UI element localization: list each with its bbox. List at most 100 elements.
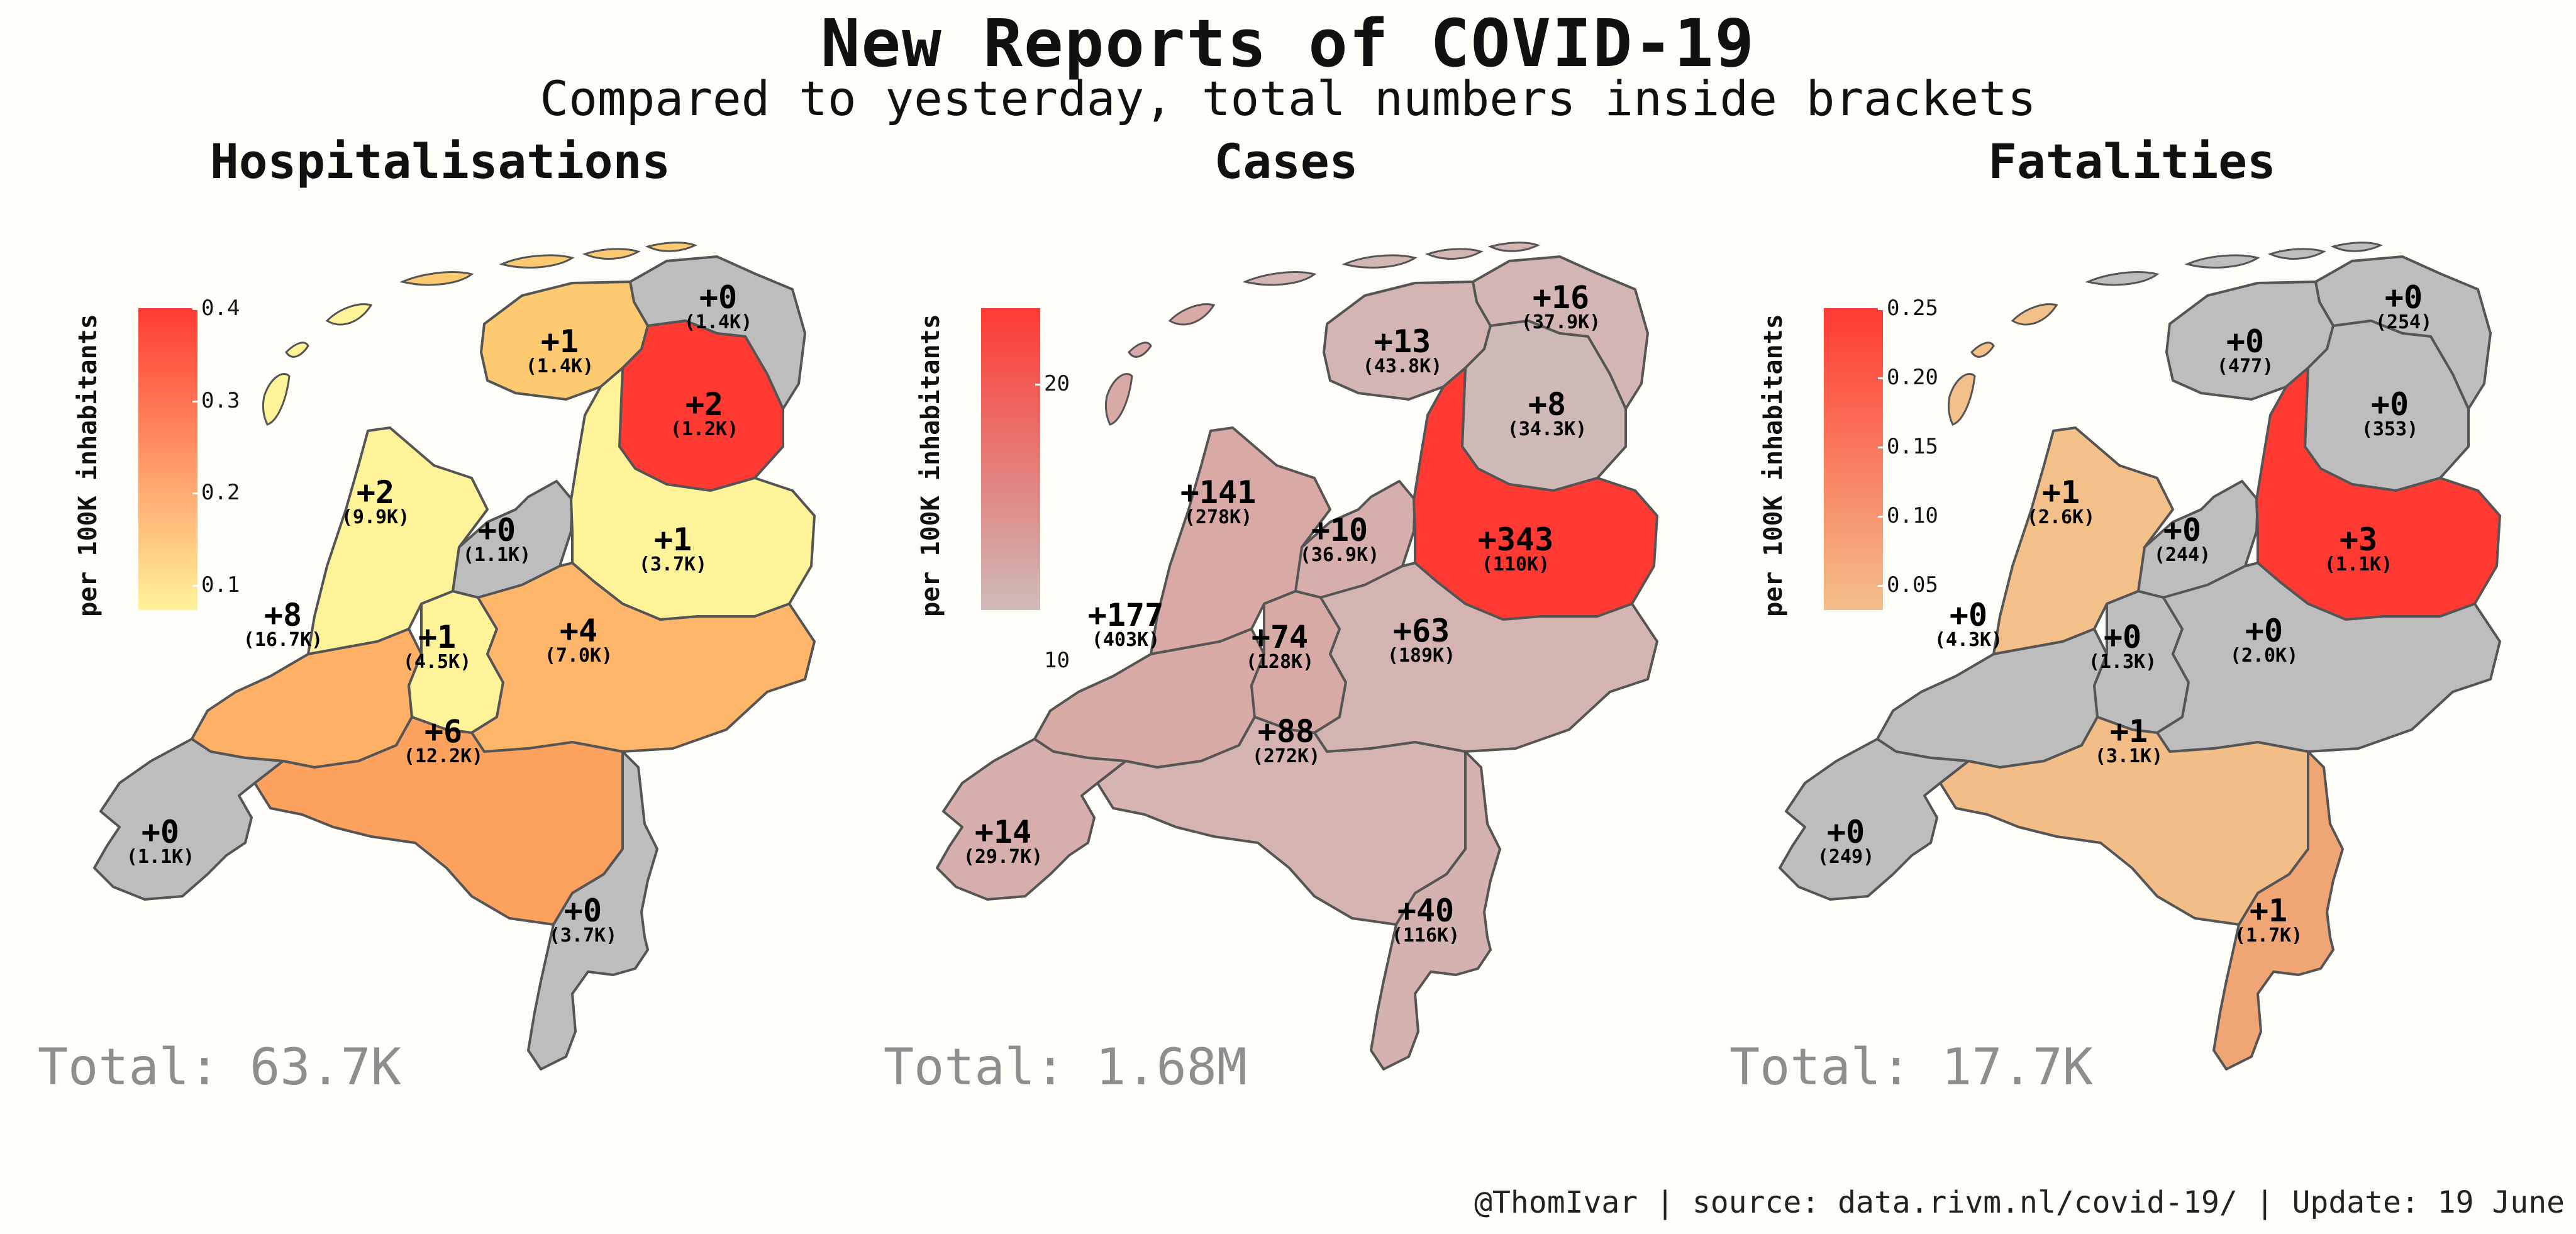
region-value-label: +0 bbox=[1827, 814, 1865, 850]
footer-credits: @ThomIvar | source: data.rivm.nl/covid-1… bbox=[1474, 1185, 2565, 1220]
region-total-label: (34.3K) bbox=[1507, 418, 1587, 440]
legend-tick-label: 0.20 bbox=[1878, 365, 1938, 390]
island-shape bbox=[1487, 242, 1540, 252]
legend-tick-label: 0.3 bbox=[192, 387, 240, 413]
island-shape bbox=[2330, 242, 2383, 252]
legend-fatalities: per 100K inhabitants 0.25 0.20 0.15 0.10 0.0… bbox=[1755, 296, 1962, 629]
region-total-label: (3.7K) bbox=[549, 925, 617, 947]
legend-tick-label: 10 bbox=[1035, 648, 1070, 673]
legend-color-bar bbox=[1824, 308, 1883, 610]
region-total-label: (36.9K) bbox=[1300, 544, 1379, 566]
legend-color-bar bbox=[138, 308, 197, 610]
region-value-label: +177 bbox=[1088, 597, 1163, 633]
island-shape bbox=[2011, 303, 2058, 326]
region-gelderland bbox=[470, 562, 816, 753]
region-limburg bbox=[1370, 750, 1501, 1070]
legend-tick-label: 0.05 bbox=[1878, 572, 1938, 598]
region-value-label: +8 bbox=[264, 597, 302, 633]
island-shape bbox=[1168, 303, 1216, 326]
region-total-label: (7.0K) bbox=[545, 645, 613, 667]
map-cases: +16(37.9K) +13(43.8K) +8(34.3K) +141(278K) +… bbox=[936, 242, 1658, 1070]
region-total-label: (12.2K) bbox=[404, 745, 483, 767]
region-total-label: (37.9K) bbox=[1521, 311, 1601, 333]
region-total-label: (254) bbox=[2375, 311, 2432, 333]
region-limburg bbox=[2212, 750, 2344, 1070]
region-total-label: (128K) bbox=[1246, 651, 1314, 673]
region-value-label: +63 bbox=[1393, 613, 1450, 649]
map-fatalities: +0(254)+0(477)+0(353)+1(2.6K) +0(244) +3(1… bbox=[1779, 242, 2501, 1070]
region-total-label: (249) bbox=[1818, 846, 1874, 868]
region-total-label: (9.9K) bbox=[341, 506, 409, 528]
total-cases: Total: 1.68M bbox=[884, 1038, 1247, 1096]
region-value-label: +0 bbox=[2163, 512, 2201, 548]
region-total-label: (1.4K) bbox=[526, 355, 594, 377]
legend-color-bar bbox=[981, 308, 1040, 610]
region-value-label: +40 bbox=[1397, 892, 1454, 929]
island-shape bbox=[1341, 254, 1418, 269]
region-value-label: +4 bbox=[560, 613, 597, 649]
region-value-label: +0 bbox=[2104, 619, 2141, 655]
total-fatalities: Total: 17.7K bbox=[1729, 1038, 2093, 1096]
region-value-label: +0 bbox=[2245, 613, 2283, 649]
region-value-label: +2 bbox=[686, 386, 723, 423]
island-shape bbox=[285, 342, 309, 358]
island-shape bbox=[645, 242, 697, 252]
region-value-label: +0 bbox=[564, 892, 602, 929]
region-total-label: (477) bbox=[2217, 355, 2273, 377]
region-value-label: +14 bbox=[975, 814, 1031, 850]
region-value-label: +8 bbox=[1528, 386, 1566, 423]
region-value-label: +141 bbox=[1180, 474, 1256, 511]
region-total-label: (116K) bbox=[1392, 925, 1460, 947]
island-shape bbox=[399, 271, 474, 286]
island-shape bbox=[582, 248, 641, 260]
region-value-label: +3 bbox=[2340, 521, 2377, 558]
region-value-label: +1 bbox=[418, 619, 456, 655]
region-value-label: +13 bbox=[1374, 323, 1431, 360]
region-total-label: (1.1K) bbox=[126, 846, 194, 868]
island-shape bbox=[1947, 373, 1976, 426]
region-gelderland bbox=[2156, 562, 2501, 753]
region-total-label: (4.5K) bbox=[403, 651, 471, 673]
region-total-label: (1.1K) bbox=[463, 544, 531, 566]
region-value-label: +1 bbox=[2042, 474, 2080, 511]
region-total-label: (1.3K) bbox=[2089, 651, 2157, 673]
region-limburg bbox=[527, 750, 658, 1070]
chart-title: New Reports of COVID-19 bbox=[820, 5, 1756, 82]
region-zeeland bbox=[1779, 738, 1970, 901]
region-value-label: +1 bbox=[2250, 892, 2287, 929]
region-total-label: (16.7K) bbox=[243, 629, 323, 651]
island-shape bbox=[262, 373, 291, 426]
legend-tick-label: 20 bbox=[1035, 371, 1070, 396]
region-total-label: (1.1K) bbox=[2324, 553, 2392, 575]
legend-tick-label: 0.10 bbox=[1878, 503, 1938, 528]
region-total-label: (3.1K) bbox=[2095, 745, 2163, 767]
region-total-label: (4.3K) bbox=[1935, 629, 2002, 651]
region-total-label: (403K) bbox=[1092, 629, 1160, 651]
region-gelderland bbox=[1313, 562, 1658, 753]
legend-tick-label: 0.15 bbox=[1878, 434, 1938, 459]
region-total-label: (272K) bbox=[1252, 745, 1320, 767]
legend-tick-label: 0.1 bbox=[192, 572, 240, 598]
region-total-label: (3.7K) bbox=[639, 553, 707, 575]
region-total-label: (1.4K) bbox=[684, 311, 752, 333]
region-total-label: (244) bbox=[2154, 544, 2211, 566]
region-value-label: +1 bbox=[654, 521, 692, 558]
region-value-label: +0 bbox=[2226, 323, 2264, 360]
island-shape bbox=[1242, 271, 1317, 286]
region-value-label: +0 bbox=[142, 814, 179, 850]
island-shape bbox=[1104, 373, 1133, 426]
region-total-label: (1.7K) bbox=[2235, 925, 2302, 947]
region-total-label: (353) bbox=[2362, 418, 2418, 440]
island-shape bbox=[499, 254, 575, 269]
region-value-label: +0 bbox=[2371, 386, 2409, 423]
region-value-label: +0 bbox=[1950, 597, 1987, 633]
panel-title-hospitalisations: Hospitalisations bbox=[209, 133, 671, 189]
island-shape bbox=[1424, 248, 1484, 260]
legend-hospitalisations: per 100K inhabitants 0.4 0.3 0.2 0.1 bbox=[69, 296, 277, 629]
island-shape bbox=[1128, 342, 1152, 358]
region-total-label: (189K) bbox=[1387, 645, 1455, 667]
chart-subtitle: Compared to yesterday, total numbers ins… bbox=[540, 70, 2036, 126]
region-value-label: +88 bbox=[1258, 713, 1314, 750]
region-value-label: +0 bbox=[699, 279, 737, 316]
island-shape bbox=[2267, 248, 2326, 260]
